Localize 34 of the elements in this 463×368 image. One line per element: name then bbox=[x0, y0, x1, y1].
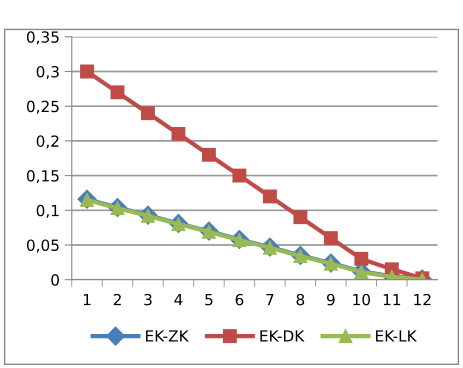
x-tick-label: 7 bbox=[266, 294, 274, 306]
legend-label: EK-LK bbox=[376, 330, 417, 342]
x-tick-label: 11 bbox=[384, 294, 400, 306]
point bbox=[262, 189, 277, 204]
point bbox=[172, 127, 186, 141]
x-tick-label: 10 bbox=[353, 294, 370, 306]
y-tick-label: 0,2 bbox=[36, 135, 58, 148]
point bbox=[80, 64, 94, 78]
x-tick-label: 12 bbox=[414, 294, 430, 306]
point bbox=[232, 168, 246, 183]
y-tick-label: 0,15 bbox=[26, 170, 59, 184]
point bbox=[324, 231, 338, 245]
point bbox=[202, 148, 216, 162]
x-tick-label: 5 bbox=[205, 294, 212, 306]
y-tick-label: 0,1 bbox=[36, 204, 59, 218]
x-tick-label: 3 bbox=[144, 294, 152, 306]
point bbox=[293, 210, 308, 224]
x-tick-label: 6 bbox=[236, 294, 244, 306]
point bbox=[354, 252, 368, 266]
x-tick-label: 4 bbox=[174, 294, 182, 306]
legend-label: EK-ZK bbox=[146, 330, 189, 342]
point bbox=[110, 85, 124, 100]
x-tick-label: 9 bbox=[326, 294, 335, 306]
y-tick-label: 0,25 bbox=[26, 100, 59, 114]
point bbox=[141, 106, 155, 120]
y-tick-label: 0 bbox=[51, 274, 59, 286]
y-tick-label: 0,3 bbox=[36, 66, 59, 80]
y-tick-label: 0,35 bbox=[26, 31, 59, 44]
x-tick-label: 2 bbox=[114, 294, 121, 306]
legend-label: EK-DK bbox=[260, 330, 305, 342]
point bbox=[354, 265, 368, 279]
y-tick-label: 0,05 bbox=[26, 239, 59, 253]
x-tick-label: 8 bbox=[296, 294, 304, 306]
x-tick-label: 1 bbox=[84, 294, 90, 306]
